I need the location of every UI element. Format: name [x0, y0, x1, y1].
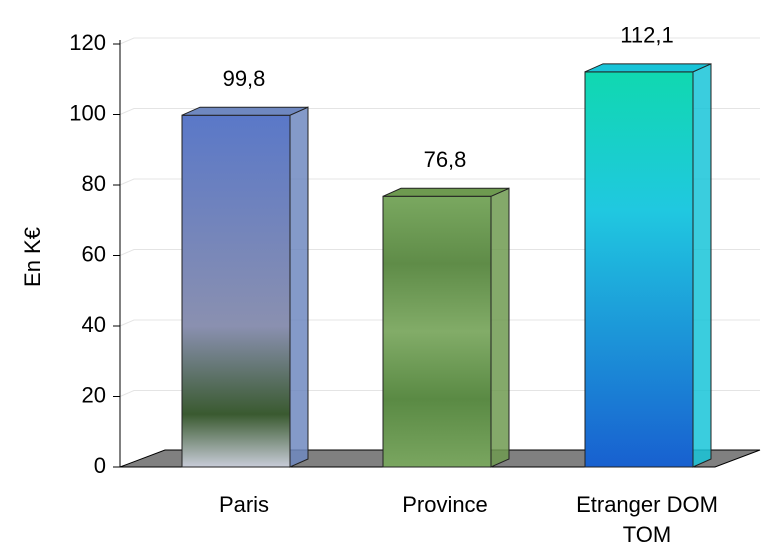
bar-side [490, 187, 510, 468]
y-tick-label: 20 [82, 382, 106, 407]
bar-front [382, 195, 492, 468]
x-tick-label: Province [402, 492, 488, 517]
y-tick-label: 100 [69, 100, 106, 125]
bar-top [181, 106, 309, 116]
grid-line [119, 178, 760, 186]
bar-side [692, 63, 712, 468]
y-tick-label: 120 [69, 30, 106, 55]
y-tick-label: 40 [82, 312, 106, 337]
x-tick-label: Etranger DOM TOM [576, 492, 718, 547]
grid-line [119, 249, 760, 256]
bar-side [289, 106, 309, 468]
y-tick-label: 0 [94, 453, 106, 478]
grid-line [119, 108, 760, 115]
grid-line [119, 390, 760, 397]
grid-line [119, 319, 760, 327]
value-label: 99,8 [223, 66, 266, 91]
bar-top [382, 187, 510, 197]
y-tick-label: 60 [82, 241, 106, 266]
value-label: 112,1 [620, 23, 673, 48]
y-tick-label: 80 [82, 171, 106, 196]
bar-front [181, 114, 291, 468]
bar-top [584, 63, 712, 73]
bar-front [584, 71, 694, 468]
grid-line [119, 37, 760, 45]
value-label: 76,8 [424, 147, 467, 172]
x-tick-label: Paris [218, 492, 270, 517]
y-axis-label: En K€ [20, 227, 45, 287]
